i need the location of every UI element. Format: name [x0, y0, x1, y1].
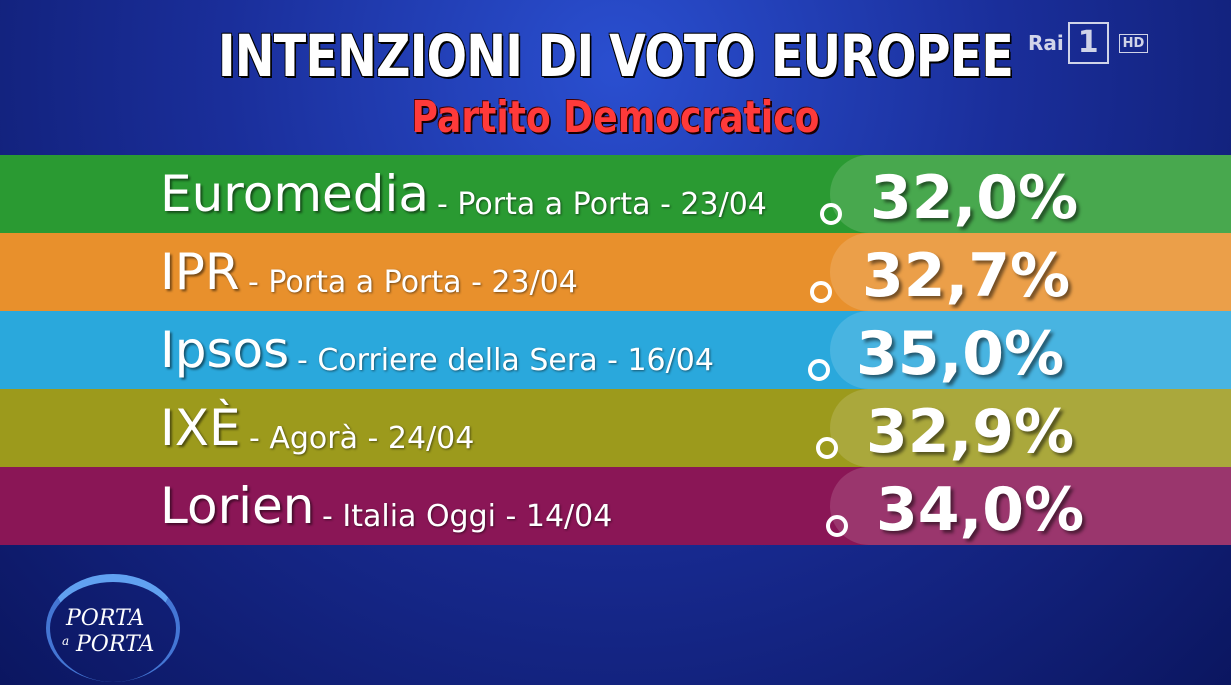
bullet	[810, 281, 832, 303]
vote-share: 34,0%	[876, 475, 1085, 545]
poll-detail: - Italia Oggi - 14/04	[322, 499, 613, 534]
bullet	[820, 203, 842, 225]
bullet	[816, 437, 838, 459]
institute: Euromedia	[160, 165, 430, 223]
subtitle: Partito Democratico	[411, 92, 820, 143]
logo-text: a	[62, 634, 70, 648]
poll-row: Ipsos - Corriere della Sera - 16/04 35,0%	[0, 311, 1231, 389]
institute: Lorien	[160, 477, 315, 535]
logo-arc	[46, 574, 180, 682]
title: INTENZIONI DI VOTO EUROPEE	[217, 22, 1014, 90]
poll-row: Lorien - Italia Oggi - 14/04 34,0%	[0, 467, 1231, 545]
poll-detail: - Corriere della Sera - 16/04	[297, 343, 714, 378]
brand: Rai	[1028, 31, 1064, 55]
vote-share: 35,0%	[856, 319, 1065, 389]
institute: IXÈ	[160, 399, 241, 457]
poll-row: IPR - Porta a Porta - 23/04 32,7%	[0, 233, 1231, 311]
vote-share: 32,0%	[870, 163, 1079, 233]
poll-detail: - Porta a Porta - 23/04	[437, 187, 767, 222]
institute: IPR	[160, 243, 240, 301]
logo-text: PORTA	[66, 606, 145, 631]
hd-badge: HD	[1118, 33, 1149, 53]
poll-row: IXÈ - Agorà - 24/04 32,9%	[0, 389, 1231, 467]
poll-detail: - Porta a Porta - 23/04	[248, 265, 578, 300]
logo-text: PORTA	[76, 632, 155, 657]
bullet	[826, 515, 848, 537]
vote-share: 32,9%	[866, 397, 1075, 467]
bullet	[808, 359, 830, 381]
institute: Ipsos	[160, 321, 290, 379]
poll-detail: - Agorà - 24/04	[249, 421, 475, 456]
channel-logo: Rai 1 HD	[1028, 22, 1149, 64]
show-logo: PORTA a PORTA	[42, 570, 182, 682]
vote-share: 32,7%	[862, 241, 1071, 311]
poll-row: Euromedia - Porta a Porta - 23/04 32,0%	[0, 155, 1231, 233]
channel-number: 1	[1067, 22, 1109, 64]
